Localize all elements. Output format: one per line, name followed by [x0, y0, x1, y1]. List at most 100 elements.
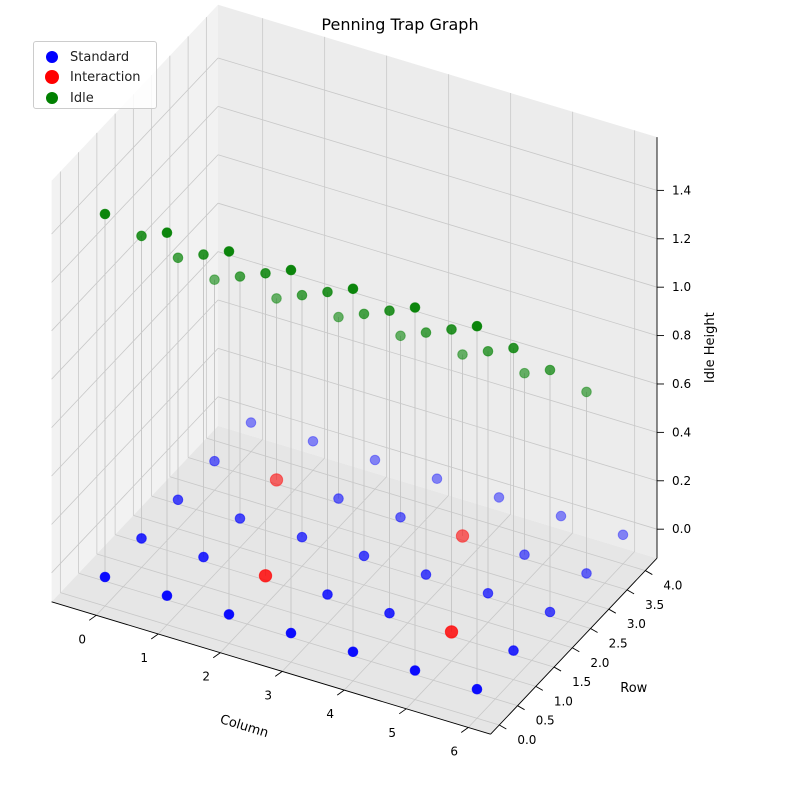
z-axis-tick-label: 1.2 — [672, 232, 691, 246]
point-standard — [209, 455, 220, 467]
y-axis-tick — [590, 628, 598, 633]
point-standard — [136, 533, 147, 544]
point-interaction — [258, 569, 273, 583]
grid-line-z — [217, 57, 658, 191]
z-axis-tick-label: 0.0 — [672, 522, 691, 536]
point-idle — [333, 311, 344, 323]
chart-title: Penning Trap Graph — [321, 15, 478, 34]
point-standard — [519, 549, 530, 561]
point-idle — [198, 249, 209, 260]
x-axis-line — [51, 601, 491, 735]
grid-line-x — [343, 513, 511, 691]
grid-line-z — [51, 154, 219, 332]
point-idle — [136, 230, 147, 242]
point-standard — [508, 645, 519, 656]
point-idle — [234, 271, 246, 282]
legend-item-idle: Idle — [44, 88, 94, 108]
grid-line-y — [187, 457, 628, 591]
y-axis-label: Row — [620, 681, 647, 696]
point-standard — [369, 454, 381, 466]
grid-line-x — [405, 532, 573, 710]
point-standard — [322, 589, 333, 600]
grid-line-y — [96, 553, 536, 687]
z-axis-tick-label: 0.4 — [672, 425, 691, 439]
grid-line-y — [114, 534, 555, 668]
point-idle — [161, 227, 173, 238]
point-idle — [519, 367, 530, 379]
x-axis-tick — [460, 727, 469, 733]
y-axis-tick-label: 3.0 — [627, 617, 646, 631]
legend-item-standard: Standard — [44, 47, 129, 67]
x-axis-tick-label: 1 — [140, 651, 148, 665]
grid-line-z — [51, 57, 219, 235]
grid-line-z — [51, 106, 219, 283]
point-standard — [296, 531, 308, 543]
point-idle — [322, 286, 333, 298]
z-axis-tick-label: 1.4 — [672, 183, 691, 197]
legend-marker-standard — [46, 51, 58, 63]
point-idle — [260, 268, 271, 279]
grid-line-z — [51, 396, 219, 574]
point-idle — [384, 305, 395, 317]
grid-line-z — [217, 154, 658, 288]
grid-line-x — [95, 439, 263, 616]
point-idle — [482, 346, 494, 357]
legend-marker-idle — [46, 92, 58, 104]
z-axis-tick-label: 0.2 — [672, 474, 691, 488]
point-idle — [172, 252, 184, 264]
axis-panes — [51, 4, 658, 735]
point-standard — [285, 627, 297, 639]
y-axis-tick-label: 1.0 — [554, 694, 573, 708]
point-idle — [296, 289, 308, 301]
x-axis-tick-label: 5 — [388, 726, 396, 740]
grid-line-y — [151, 495, 591, 629]
x-axis-tick — [336, 689, 345, 696]
z-axis-label: Idle Height — [703, 312, 718, 383]
point-standard — [161, 590, 173, 602]
axis-ticks: 01234560.00.51.01.52.02.53.03.54.00.00.2… — [78, 183, 691, 758]
y-axis-tick-label: 2.0 — [590, 656, 609, 670]
point-idle — [446, 324, 457, 335]
grid-line-x — [467, 551, 635, 728]
point-idle — [347, 283, 359, 295]
point-idle — [395, 330, 406, 342]
point-idle — [358, 308, 370, 320]
point-idle — [271, 293, 282, 304]
point-interaction — [444, 625, 459, 639]
y-axis-tick — [608, 608, 617, 614]
y-axis-tick — [517, 705, 525, 711]
point-standard — [555, 510, 567, 522]
grid-line-z — [51, 348, 219, 525]
legend: Standard Interaction Idle — [33, 41, 157, 109]
y-axis-tick — [645, 570, 653, 575]
legend-label-standard: Standard — [70, 49, 130, 65]
y-axis-tick-label: 3.5 — [645, 598, 664, 612]
x-axis-tick — [274, 671, 283, 677]
point-standard — [395, 512, 406, 523]
point-standard — [245, 417, 257, 428]
point-standard — [198, 551, 209, 563]
x-axis-label: Column — [218, 712, 270, 741]
point-idle — [544, 364, 556, 376]
legend-marker-interaction — [45, 70, 59, 84]
point-standard — [420, 569, 432, 580]
x-axis-tick-label: 6 — [450, 745, 458, 759]
point-idle — [508, 342, 519, 354]
y-axis-tick-label: 2.5 — [609, 636, 628, 650]
axis-lines — [51, 137, 658, 735]
legend-item-interaction: Interaction — [44, 67, 141, 87]
point-idle — [420, 327, 432, 338]
grid-lines — [51, 17, 658, 728]
x-axis-tick-label: 0 — [78, 632, 86, 646]
point-standard — [544, 606, 556, 618]
y-axis-tick — [572, 647, 580, 653]
point-idle — [223, 246, 235, 257]
point-standard — [431, 473, 443, 485]
x-axis-tick-label: 3 — [264, 688, 272, 702]
point-idle — [471, 320, 483, 332]
point-standard — [581, 568, 592, 579]
legend-label-idle: Idle — [70, 90, 94, 106]
y-axis-tick-label: 0.5 — [536, 714, 555, 728]
grid-line-x — [157, 457, 325, 635]
